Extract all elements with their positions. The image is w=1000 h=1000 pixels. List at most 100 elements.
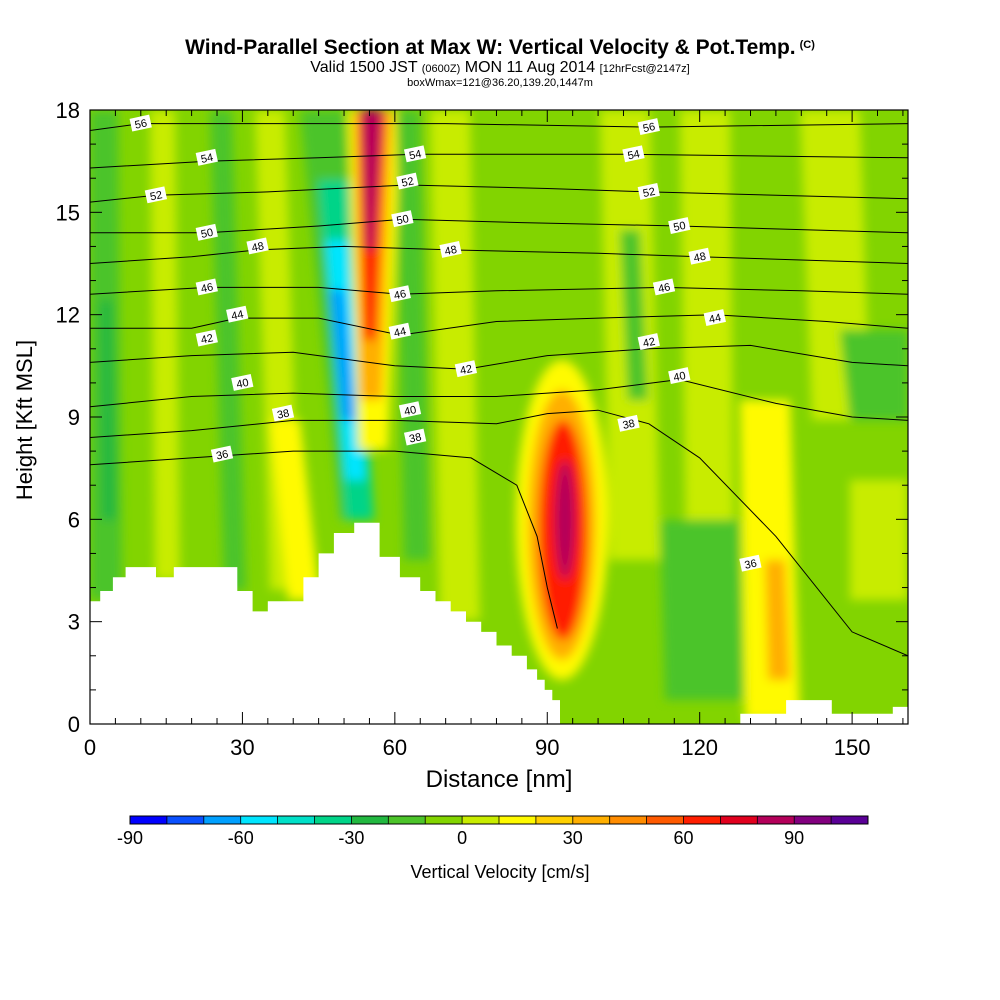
isentrope-46 (90, 286, 908, 295)
colorbar-swatch (462, 816, 499, 824)
contour-label: 36 (739, 554, 762, 572)
subtitle-forecast: [12hrFcst@2147z] (599, 63, 690, 75)
colorbar-swatch (757, 816, 795, 824)
colorbar-tick-label: -90 (117, 828, 143, 848)
contour-label-text: 38 (276, 407, 290, 421)
colorbar-swatch (240, 816, 278, 824)
contour-label-text: 42 (459, 363, 473, 377)
contour-label-text: 42 (642, 336, 656, 350)
y-axis-label: Height [Kft MSL] (12, 339, 37, 501)
isentrope-48 (90, 245, 908, 264)
contour-label-bg (739, 554, 762, 572)
contour-label-bg (403, 428, 427, 446)
x-tick-label: 150 (834, 735, 871, 760)
contour-label-text: 42 (200, 332, 214, 346)
contour-label-bg (195, 329, 218, 347)
contour-label-text: 52 (149, 189, 163, 203)
colorbar-tick-label: 60 (673, 828, 693, 848)
contour-label: 44 (703, 309, 726, 327)
contour-label: 54 (622, 145, 645, 162)
y-tick-label: 6 (68, 507, 80, 532)
contour-label-text: 46 (200, 281, 214, 295)
colorbar-tick-label: 0 (457, 828, 467, 848)
contour-label-bg (388, 285, 411, 303)
contour-label-text: 48 (444, 244, 458, 258)
contour-label: 40 (398, 401, 422, 419)
contour-label: 46 (195, 278, 218, 296)
colorbar-swatch (314, 816, 352, 824)
colorbar-swatch (683, 816, 721, 824)
contour-label: 52 (396, 172, 419, 190)
field-main-updraft-max (362, 110, 382, 250)
field-updraft-band-6-core (765, 560, 790, 680)
contour-label-bg (668, 217, 691, 234)
contour-label: 50 (195, 223, 218, 241)
contour-label-text: 48 (251, 240, 265, 254)
contour-label-bg (210, 445, 234, 463)
contour-label-bg (439, 240, 462, 258)
contour-label-text: 56 (642, 121, 656, 135)
contour-label: 48 (688, 247, 711, 265)
field-lower-updraft-max (555, 460, 575, 580)
colorbar-swatch (166, 816, 204, 824)
contour-label-text: 38 (622, 418, 636, 432)
chart-subtitle-2: boxWmax=121@36.20,139.20,1447m (407, 77, 593, 89)
contour-label-text: 50 (672, 220, 686, 234)
contour-label-bg (403, 145, 427, 163)
contour-label: 48 (439, 240, 462, 258)
contour-label-text: 54 (408, 148, 422, 162)
contour-label-text: 38 (408, 431, 422, 445)
colorbar-swatch (425, 816, 463, 824)
contour-label-bg (637, 333, 660, 350)
colorbar-swatch (277, 816, 315, 824)
x-tick-label: 60 (383, 735, 407, 760)
colorbar-tick-label: -30 (338, 828, 364, 848)
colorbar-swatch (388, 816, 426, 824)
contour-label: 40 (231, 373, 254, 391)
contour-label-bg (637, 118, 660, 136)
contour-label-bg (454, 360, 478, 378)
colorbar-swatch (130, 816, 167, 824)
contour-label-text: 40 (403, 404, 417, 418)
contour-label-bg (144, 186, 168, 204)
contour-label-bg (398, 401, 422, 419)
contour-label-text: 48 (693, 251, 707, 265)
contour-label-bg (688, 247, 711, 265)
chart-subtitle: Valid 1500 JST (0600Z) MON 11 Aug 2014 [… (0, 60, 1000, 77)
contour-label-bg (231, 373, 254, 391)
contour-label: 36 (210, 445, 234, 463)
contour-label: 52 (144, 186, 168, 204)
contour-label: 38 (617, 414, 640, 432)
contour-label-bg (617, 414, 640, 432)
terrain-right (740, 700, 908, 724)
field-downdraft-band-4 (660, 520, 745, 700)
colorbar-tick-label: 90 (784, 828, 804, 848)
contour-label: 50 (668, 217, 691, 234)
contour-labels: 56 54 52 50 48 46 44 42 40 38 36 54 52 50 48 46 44 42 40 38… (129, 114, 762, 572)
colorbar-swatch (499, 816, 536, 824)
contour-label-text: 40 (235, 377, 249, 391)
contour-label: 46 (652, 278, 676, 296)
contour-label: 40 (668, 367, 691, 384)
contour-label-text: 46 (393, 288, 407, 302)
colorbar-swatch (720, 816, 758, 824)
contour-label: 38 (271, 404, 295, 422)
x-axis-label: Distance [nm] (425, 766, 573, 793)
subtitle-zulu: (0600Z) (421, 63, 461, 75)
contour-label-text: 36 (215, 448, 229, 462)
contour-label: 42 (454, 360, 478, 378)
contour-label-text: 40 (672, 370, 686, 384)
contour-label-bg (703, 309, 726, 327)
title-mark: (C) (799, 39, 815, 51)
contour-label: 44 (388, 322, 411, 340)
y-tick-label: 9 (68, 405, 80, 430)
contour-label-bg (652, 278, 676, 296)
contour-label-bg (637, 182, 660, 200)
colorbar-tick-label: 30 (563, 828, 583, 848)
contour-label-bg (388, 322, 411, 340)
terrain-left (90, 522, 560, 724)
contour-label: 52 (637, 182, 660, 200)
colorbar-label: Vertical Velocity [cm/s] (410, 862, 590, 882)
contour-label: 44 (226, 305, 249, 323)
